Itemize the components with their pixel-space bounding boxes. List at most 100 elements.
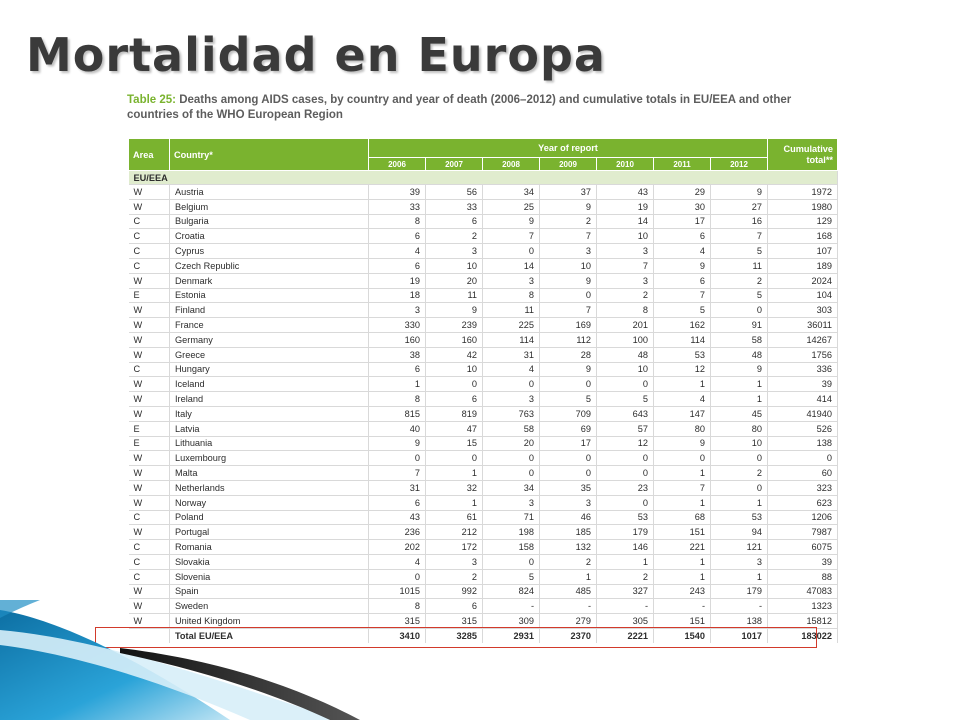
cell-country: Iceland <box>169 376 369 393</box>
cell-country: Poland <box>169 510 369 526</box>
cell-year-value: 53 <box>710 510 768 526</box>
table-row: W Iceland 1 0 0 0 0 1 1 39 <box>128 376 838 393</box>
cell-year-value: 1 <box>653 376 711 393</box>
table-row: W Ireland 8 6 3 5 5 4 1 414 <box>128 391 838 407</box>
cell-year-value: 0 <box>596 450 654 467</box>
cell-country: Lithuania <box>169 436 369 452</box>
cell-year-value: 3 <box>482 391 540 407</box>
cell-year-value: 10 <box>596 362 654 378</box>
cell-area: W <box>128 317 170 333</box>
cell-year-value: 68 <box>653 510 711 526</box>
cell-year-value: 1015 <box>368 584 426 600</box>
cell-year-value: 19 <box>596 199 654 215</box>
cell-cumulative-total: 104 <box>767 288 838 304</box>
cell-country: Croatia <box>169 228 369 245</box>
cell-year-value: 42 <box>425 347 483 363</box>
cell-year-value: 80 <box>710 421 768 437</box>
cell-year-value: 4 <box>653 391 711 407</box>
cell-year-value: 48 <box>710 347 768 363</box>
table-row: C Poland 43 61 71 46 53 68 53 1206 <box>128 510 838 526</box>
cell-area <box>128 627 170 643</box>
table-total-row: Total EU/EEA 3410 3285 2931 2370 2221 1540 1017… <box>128 627 838 643</box>
table-row: W Italy 815 819 763 709 643 147 45 41940 <box>128 406 838 422</box>
cell-area: C <box>128 554 170 570</box>
cell-year-value: 0 <box>596 465 654 481</box>
cell-country: Romania <box>169 539 369 555</box>
cell-year-value: 202 <box>368 539 426 555</box>
cell-year-value: 1540 <box>653 627 711 643</box>
cell-year-value: 824 <box>482 584 540 600</box>
cell-year-value: 172 <box>425 539 483 555</box>
cell-cumulative-total: 6075 <box>767 539 838 555</box>
cell-area: W <box>128 584 170 600</box>
cell-year-value: 146 <box>596 539 654 555</box>
header-year-2010: 2010 <box>596 157 654 171</box>
cell-cumulative-total: 60 <box>767 465 838 481</box>
cell-cumulative-total: 1206 <box>767 510 838 526</box>
table-row: C Slovenia 0 2 5 1 2 1 1 88 <box>128 569 838 585</box>
cell-area: W <box>128 391 170 407</box>
cell-year-value: 3 <box>596 243 654 259</box>
cell-year-value: 1 <box>425 465 483 481</box>
table-row: C Romania 202 172 158 132 146 221 121 6075 <box>128 539 838 555</box>
cell-year-value: 179 <box>710 584 768 600</box>
cell-country: Latvia <box>169 421 369 437</box>
cell-country: Hungary <box>169 362 369 378</box>
cell-cumulative-total: 2024 <box>767 273 838 289</box>
cell-year-value: 7 <box>653 288 711 304</box>
cell-year-value: 2221 <box>596 627 654 643</box>
cell-year-value: 20 <box>425 273 483 289</box>
header-year-2008: 2008 <box>482 157 540 171</box>
cell-cumulative-total: 15812 <box>767 613 838 629</box>
cell-year-value: 1 <box>596 554 654 570</box>
cell-year-value: 43 <box>596 184 654 200</box>
cell-cumulative-total: 189 <box>767 258 838 274</box>
cell-year-value: 100 <box>596 332 654 348</box>
cell-area: W <box>128 199 170 215</box>
section-label-eu-eea: EU/EEA <box>128 170 838 185</box>
cell-year-value: 162 <box>653 317 711 333</box>
table-row: W Sweden 8 6- - - - -1323 <box>128 598 838 615</box>
cell-country: Spain <box>169 584 369 600</box>
cell-year-value: 7 <box>653 480 711 496</box>
cell-year-value: 47 <box>425 421 483 437</box>
cell-year-value: 12 <box>596 436 654 452</box>
cell-country: Netherlands <box>169 480 369 496</box>
cell-year-value: 2 <box>425 228 483 245</box>
cell-year-value: 815 <box>368 406 426 422</box>
cell-year-value: 56 <box>425 184 483 200</box>
cell-cumulative-total: 7987 <box>767 524 838 541</box>
cell-country: Malta <box>169 465 369 481</box>
cell-cumulative-total: 1756 <box>767 347 838 363</box>
cell-cumulative-total: 1323 <box>767 598 838 615</box>
cell-cumulative-total: 129 <box>767 214 838 230</box>
cell-country: Belgium <box>169 199 369 215</box>
cell-year-value: 8 <box>368 598 426 615</box>
cell-country: Finland <box>169 302 369 319</box>
cell-area: W <box>128 273 170 289</box>
cell-year-value: 327 <box>596 584 654 600</box>
deaths-table-container: Area Country* Year of report Cumulative … <box>128 138 838 643</box>
cell-area: W <box>128 347 170 363</box>
cell-year-value: 6 <box>425 214 483 230</box>
table-row: W Belgium 33 33 25 9 19 30 27 1980 <box>128 199 838 215</box>
cell-area: C <box>128 258 170 274</box>
cell-year-value: 7 <box>368 465 426 481</box>
cell-year-value: 0 <box>482 465 540 481</box>
cell-year-value: 151 <box>653 613 711 629</box>
cell-year-value: 29 <box>653 184 711 200</box>
cell-year-value: 0 <box>653 450 711 467</box>
cell-year-value: 61 <box>425 510 483 526</box>
cell-year-value: 0 <box>710 302 768 319</box>
cell-year-value: - <box>653 598 711 615</box>
cell-year-value: 643 <box>596 406 654 422</box>
header-year-2009: 2009 <box>539 157 597 171</box>
cell-year-value: 10 <box>425 362 483 378</box>
cell-year-value: 1 <box>653 495 711 511</box>
cell-year-value: 0 <box>425 450 483 467</box>
table-row: E Estonia 18 11 8 0 2 7 5 104 <box>128 288 838 304</box>
cell-area: C <box>128 214 170 230</box>
cell-area: E <box>128 288 170 304</box>
cell-year-value: 3 <box>539 495 597 511</box>
cell-year-value: 2 <box>710 273 768 289</box>
